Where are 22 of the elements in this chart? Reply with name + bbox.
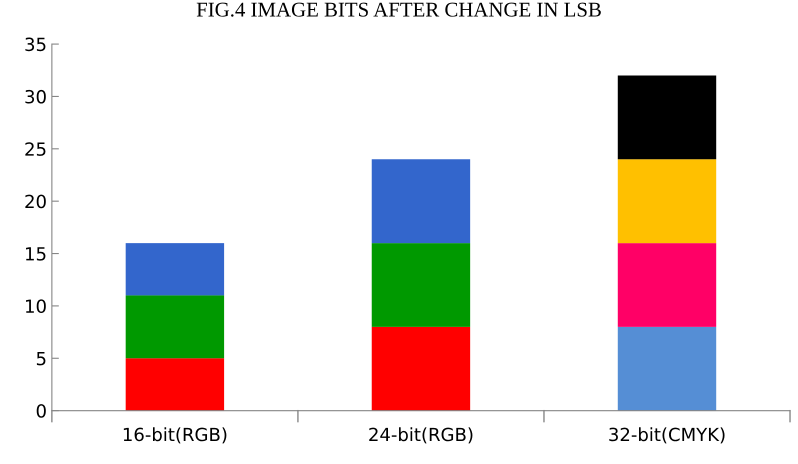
- bar: [618, 243, 716, 327]
- y-tick-label: 20: [25, 194, 46, 208]
- chart-title: FIG.4 IMAGE BITS AFTER CHANGE IN LSB: [196, 2, 601, 17]
- x-tick-label: 24-bit(RGB): [369, 427, 472, 444]
- bar: [372, 243, 470, 327]
- bar: [618, 76, 716, 160]
- bar: [372, 159, 470, 244]
- y-tick-label: 15: [26, 247, 46, 261]
- x-tick-label: 32-bit(CMYK): [609, 427, 725, 444]
- bar: [126, 295, 224, 358]
- bar: [618, 159, 716, 244]
- y-tick-label: 5: [36, 352, 46, 366]
- bar: [126, 243, 224, 296]
- y-tick-label: 10: [26, 299, 46, 314]
- bar: [618, 326, 716, 411]
- y-tick-label: 25: [25, 142, 46, 156]
- x-tick-label: 16-bit(RGB): [124, 427, 226, 444]
- bar: [126, 358, 224, 411]
- bar: [372, 326, 470, 411]
- y-tick-label: 30: [25, 90, 46, 104]
- y-tick-label: 0: [36, 404, 46, 418]
- y-tick-label: 35: [25, 38, 46, 52]
